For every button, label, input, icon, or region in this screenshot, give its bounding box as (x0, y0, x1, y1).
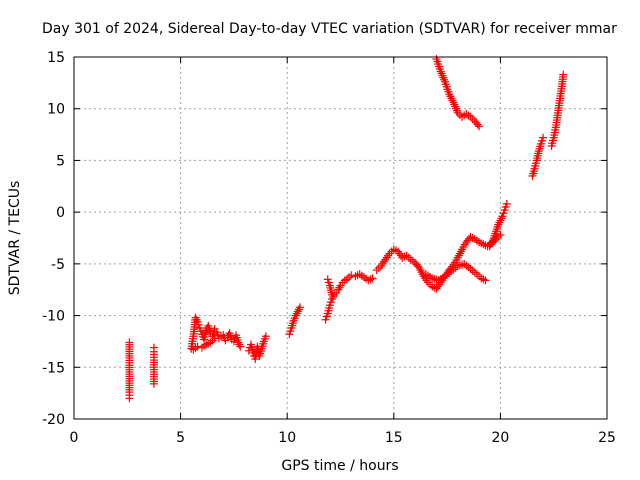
y-tick-label: 0 (56, 205, 65, 221)
x-tick-label: 10 (278, 430, 296, 446)
data-point (149, 379, 158, 388)
data-point (496, 230, 505, 239)
y-tick-label: 5 (56, 153, 65, 169)
grid (74, 57, 607, 419)
x-tick-label: 25 (598, 430, 616, 446)
y-tick-label: -15 (42, 360, 65, 376)
data-point (473, 120, 482, 129)
x-tick-label: 15 (385, 430, 403, 446)
data-point (475, 122, 484, 131)
x-tick-label: 20 (491, 430, 509, 446)
plot-frame (73, 56, 608, 420)
tick-labels: 0 5 10 15 20 25 -20 -15 -10 -5 0 5 10 15 (42, 50, 616, 446)
y-tick-label: -10 (42, 309, 65, 325)
y-tick-label: 10 (47, 102, 65, 118)
data-point (502, 199, 511, 208)
x-axis-label: GPS time / hours (281, 458, 398, 474)
y-tick-label: -20 (42, 412, 65, 428)
data-point (210, 334, 219, 343)
data-point (261, 332, 270, 341)
x-tick-label: 5 (176, 430, 185, 446)
data-point (236, 342, 245, 351)
data-point (125, 394, 134, 403)
x-tick-label: 0 (70, 430, 79, 446)
data-point (295, 303, 304, 312)
data-point (327, 290, 336, 299)
y-tick-label: -5 (51, 257, 65, 273)
data-point (539, 133, 548, 142)
data-point (559, 70, 568, 79)
chart-title: Day 301 of 2024, Sidereal Day-to-day VTE… (42, 21, 617, 37)
y-tick-label: 15 (47, 50, 65, 66)
data-points (125, 55, 568, 403)
y-axis-label: SDTVAR / TECUs (7, 181, 23, 296)
data-point (481, 276, 490, 285)
data-point (368, 274, 377, 283)
